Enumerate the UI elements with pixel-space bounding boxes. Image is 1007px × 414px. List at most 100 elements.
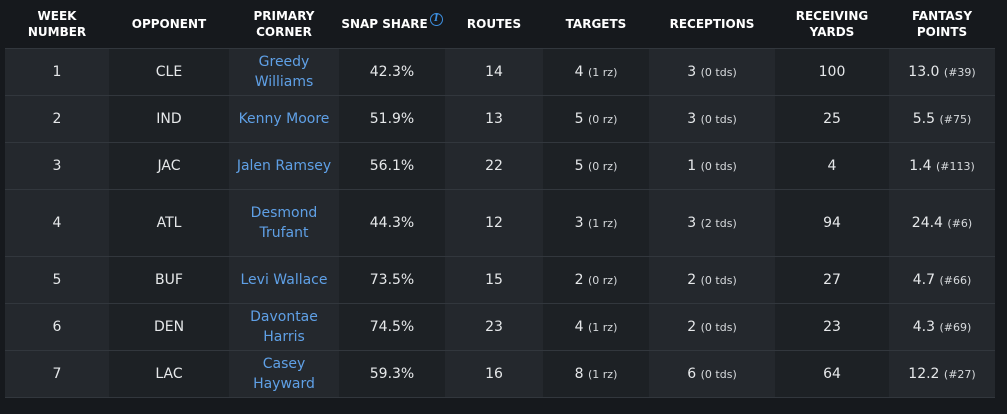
routes-cell: 12	[445, 189, 543, 257]
routes-cell: 14	[445, 48, 543, 96]
header-row: WEEK NUMBER OPPONENT PRIMARY CORNER SNAP …	[5, 0, 995, 49]
fantasy-points-value: 4.3	[912, 318, 935, 335]
receptions-cell: 3 (2 tds)	[649, 189, 775, 257]
receptions-value: 1	[687, 157, 697, 174]
corner-cell: Desmond Trufant	[229, 189, 339, 257]
receiving-yards-cell: 4	[775, 142, 889, 190]
routes-cell: 23	[445, 303, 543, 351]
column-header-snap-share[interactable]: SNAP SHARE i	[339, 0, 445, 49]
corner-cell: Greedy Williams	[229, 48, 339, 96]
column-header-snap-label: SNAP SHARE	[341, 17, 428, 31]
fantasy-points-cell: 24.4 (#6)	[889, 189, 995, 257]
receptions-tds: (0 tds)	[700, 65, 737, 79]
corner-link[interactable]: Jalen Ramsey	[236, 158, 332, 174]
targets-rz: (1 rz)	[588, 320, 618, 334]
routes-cell: 15	[445, 256, 543, 304]
targets-cell: 2 (0 rz)	[543, 256, 649, 304]
snap-share-cell: 44.3%	[339, 189, 445, 257]
column-header-week[interactable]: WEEK NUMBER	[5, 0, 109, 49]
column-header-primary-corner[interactable]: PRIMARY CORNER	[229, 0, 339, 49]
fantasy-points-cell: 4.7 (#66)	[889, 256, 995, 304]
fantasy-points-value: 12.2	[908, 365, 940, 382]
receptions-tds: (0 tds)	[700, 273, 737, 287]
column-header-receiving-yards[interactable]: RECEIVING YARDS	[775, 0, 889, 49]
targets-value: 3	[574, 214, 584, 231]
column-header-targets[interactable]: TARGETS	[543, 0, 649, 49]
corner-link[interactable]: Levi Wallace	[240, 272, 328, 288]
week-cell: 5	[5, 256, 109, 304]
receptions-value: 2	[687, 318, 697, 335]
fantasy-rank: (#113)	[935, 159, 975, 173]
targets-rz: (1 rz)	[588, 65, 618, 79]
info-icon[interactable]: i	[429, 13, 443, 26]
opponent-cell: JAC	[109, 142, 229, 190]
routes-cell: 22	[445, 142, 543, 190]
receptions-cell: 2 (0 tds)	[649, 303, 775, 351]
receiving-yards-cell: 25	[775, 95, 889, 143]
table-row: 4 ATL Desmond Trufant 44.3% 12 3 (1 rz) 3…	[5, 189, 995, 257]
fantasy-points-cell: 4.3 (#69)	[889, 303, 995, 351]
receptions-value: 3	[687, 214, 697, 231]
fantasy-points-cell: 5.5 (#75)	[889, 95, 995, 143]
targets-value: 5	[574, 157, 584, 174]
corner-link[interactable]: Greedy Williams	[254, 54, 314, 90]
targets-value: 4	[574, 63, 584, 80]
fantasy-rank: (#69)	[939, 320, 972, 334]
receptions-value: 2	[687, 271, 697, 288]
opponent-cell: CLE	[109, 48, 229, 96]
targets-rz: (0 rz)	[588, 273, 618, 287]
column-header-receptions[interactable]: RECEPTIONS	[649, 0, 775, 49]
table-row: 3 JAC Jalen Ramsey 56.1% 22 5 (0 rz) 1 (…	[5, 142, 995, 190]
week-cell: 7	[5, 350, 109, 398]
table-row: 6 DEN Davontae Harris 74.5% 23 4 (1 rz) …	[5, 303, 995, 351]
weekly-matchup-table: WEEK NUMBER OPPONENT PRIMARY CORNER SNAP …	[5, 0, 995, 398]
snap-share-cell: 74.5%	[339, 303, 445, 351]
fantasy-points-value: 24.4	[911, 214, 943, 231]
targets-rz: (0 rz)	[588, 159, 618, 173]
opponent-cell: IND	[109, 95, 229, 143]
targets-value: 5	[574, 110, 584, 127]
fantasy-points-value: 5.5	[912, 110, 935, 127]
corner-link[interactable]: Kenny Moore	[238, 111, 330, 127]
column-header-routes-label: ROUTES	[466, 17, 522, 31]
receptions-tds: (0 tds)	[700, 367, 737, 381]
table-row: 2 IND Kenny Moore 51.9% 13 5 (0 rz) 3 (0…	[5, 95, 995, 143]
receptions-tds: (0 tds)	[700, 112, 737, 126]
fantasy-points-value: 1.4	[909, 157, 932, 174]
routes-cell: 13	[445, 95, 543, 143]
targets-value: 2	[574, 271, 584, 288]
week-cell: 3	[5, 142, 109, 190]
column-header-yards-label: RECEIVING YARDS	[795, 9, 869, 39]
opponent-cell: LAC	[109, 350, 229, 398]
fantasy-points-cell: 13.0 (#39)	[889, 48, 995, 96]
corner-cell: Jalen Ramsey	[229, 142, 339, 190]
receptions-tds: (0 tds)	[700, 320, 737, 334]
corner-cell: Casey Hayward	[229, 350, 339, 398]
routes-cell: 16	[445, 350, 543, 398]
column-header-fantasy-points[interactable]: FANTASY POINTS	[889, 0, 995, 49]
receptions-cell: 2 (0 tds)	[649, 256, 775, 304]
column-header-opponent[interactable]: OPPONENT	[109, 0, 229, 49]
receiving-yards-cell: 94	[775, 189, 889, 257]
receptions-cell: 3 (0 tds)	[649, 95, 775, 143]
table-body: 1 CLE Greedy Williams 42.3% 14 4 (1 rz) …	[5, 48, 995, 398]
targets-cell: 5 (0 rz)	[543, 142, 649, 190]
receptions-cell: 3 (0 tds)	[649, 48, 775, 96]
receiving-yards-cell: 64	[775, 350, 889, 398]
corner-cell: Davontae Harris	[229, 303, 339, 351]
week-cell: 2	[5, 95, 109, 143]
week-cell: 4	[5, 189, 109, 257]
corner-link[interactable]: Desmond Trufant	[251, 205, 318, 241]
fantasy-points-cell: 1.4 (#113)	[889, 142, 995, 190]
targets-cell: 3 (1 rz)	[543, 189, 649, 257]
column-header-targets-label: TARGETS	[565, 17, 627, 31]
column-header-opponent-label: OPPONENT	[131, 17, 207, 31]
receiving-yards-cell: 27	[775, 256, 889, 304]
receptions-value: 3	[687, 63, 697, 80]
corner-link[interactable]: Casey Hayward	[253, 356, 315, 392]
corner-cell: Kenny Moore	[229, 95, 339, 143]
corner-link[interactable]: Davontae Harris	[250, 309, 318, 345]
column-header-routes[interactable]: ROUTES	[445, 0, 543, 49]
receiving-yards-cell: 100	[775, 48, 889, 96]
